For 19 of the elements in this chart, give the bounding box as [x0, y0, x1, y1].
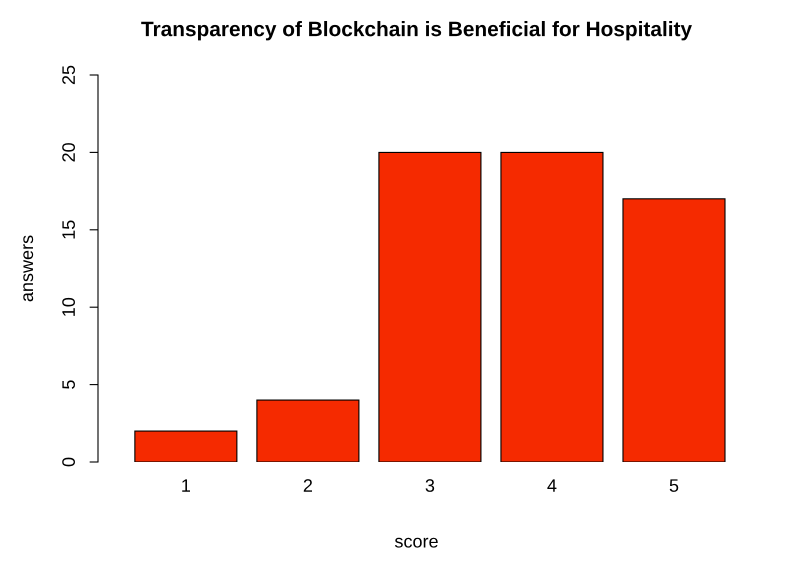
bar — [622, 198, 726, 462]
y-tick-label: 5 — [62, 380, 75, 389]
y-tick-label: 20 — [62, 143, 75, 162]
x-tick-label: 1 — [182, 479, 190, 492]
y-tick-label: 25 — [62, 66, 75, 84]
x-tick-label: 2 — [304, 479, 312, 492]
y-tick-label: 0 — [62, 458, 75, 466]
y-axis-title: answers — [23, 236, 34, 302]
x-tick-label: 5 — [670, 479, 678, 492]
y-tick-label: 10 — [62, 298, 75, 316]
y-tick-label: 15 — [62, 220, 75, 238]
x-axis-title: score — [394, 538, 438, 548]
bar — [500, 152, 604, 462]
x-tick-label: 3 — [426, 479, 434, 492]
chart-title: Transparency of Blockchain is Beneficial for Hospitality — [141, 21, 692, 40]
bar — [134, 430, 238, 462]
x-tick-label: 4 — [547, 479, 556, 492]
bar — [256, 400, 360, 462]
bar — [378, 152, 482, 462]
